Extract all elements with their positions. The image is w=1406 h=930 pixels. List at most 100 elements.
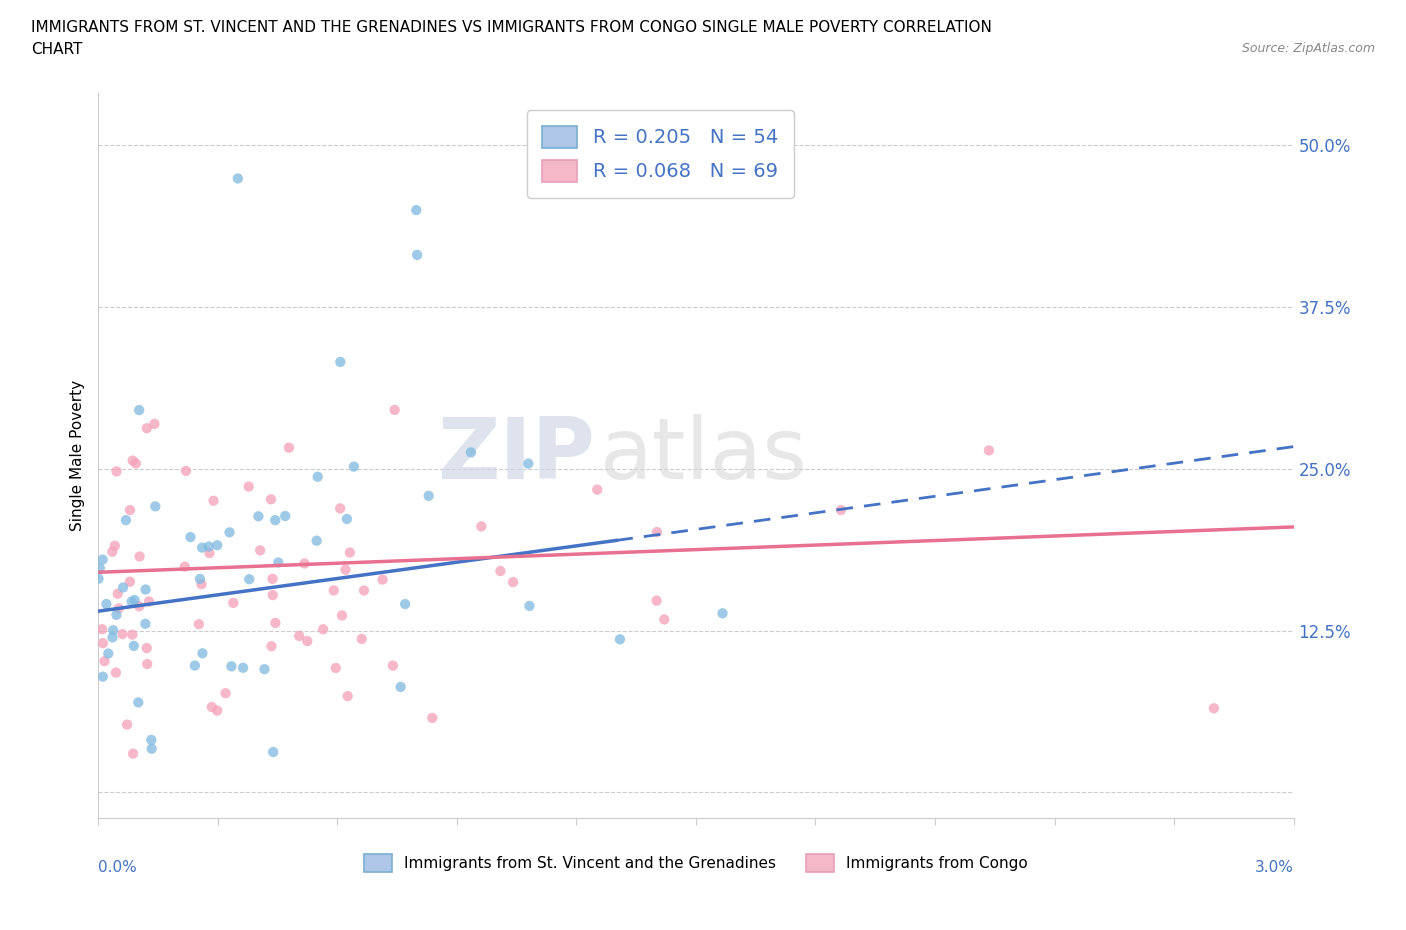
Point <box>128 403 150 418</box>
Text: 3.0%: 3.0% <box>1254 860 1294 875</box>
Point <box>122 638 145 653</box>
Point <box>274 509 297 524</box>
Point <box>91 636 114 651</box>
Point <box>127 695 149 710</box>
Point <box>260 639 283 654</box>
Point <box>645 593 668 608</box>
Point <box>143 417 166 432</box>
Point <box>141 741 163 756</box>
Point <box>97 646 120 661</box>
Point <box>135 582 157 597</box>
Point <box>143 498 166 513</box>
Point <box>214 685 236 700</box>
Point <box>135 420 157 435</box>
Text: 0.0%: 0.0% <box>98 860 138 875</box>
Point <box>128 549 150 564</box>
Point <box>179 530 201 545</box>
Point <box>652 612 675 627</box>
Point <box>305 533 328 548</box>
Point <box>394 597 416 612</box>
Point <box>226 171 249 186</box>
Point <box>1202 701 1225 716</box>
Point <box>830 502 852 517</box>
Text: IMMIGRANTS FROM ST. VINCENT AND THE GRENADINES VS IMMIGRANTS FROM CONGO SINGLE M: IMMIGRANTS FROM ST. VINCENT AND THE GREN… <box>31 20 991 35</box>
Point <box>260 492 283 507</box>
Point <box>711 605 734 620</box>
Point <box>406 247 429 262</box>
Point <box>405 203 427 218</box>
Point <box>107 601 129 616</box>
Text: CHART: CHART <box>31 42 83 57</box>
Point <box>249 543 271 558</box>
Point <box>389 680 412 695</box>
Point <box>238 479 260 494</box>
Point <box>121 627 143 642</box>
Point <box>325 660 347 675</box>
Point <box>322 583 344 598</box>
Point <box>460 445 482 459</box>
Point <box>104 538 127 553</box>
Point <box>267 555 290 570</box>
Point <box>232 660 254 675</box>
Point <box>470 519 492 534</box>
Point <box>136 657 159 671</box>
Point <box>222 595 245 610</box>
Point <box>350 631 373 646</box>
Point <box>205 538 228 552</box>
Text: atlas: atlas <box>600 414 808 498</box>
Point <box>336 689 359 704</box>
Point <box>645 525 668 539</box>
Point <box>103 623 125 638</box>
Point <box>112 580 135 595</box>
Point <box>336 512 359 526</box>
Point <box>122 746 145 761</box>
Point <box>202 493 225 508</box>
Point <box>141 733 163 748</box>
Point <box>519 599 541 614</box>
Point <box>262 571 284 586</box>
Point <box>191 645 214 660</box>
Point <box>517 456 540 471</box>
Point <box>125 456 148 471</box>
Point <box>198 546 221 561</box>
Point <box>339 545 361 560</box>
Point <box>218 525 240 539</box>
Point <box>190 577 212 591</box>
Point <box>262 745 284 760</box>
Legend: Immigrants from St. Vincent and the Grenadines, Immigrants from Congo: Immigrants from St. Vincent and the Gren… <box>357 846 1035 880</box>
Point <box>420 711 443 725</box>
Point <box>238 572 260 587</box>
Point <box>128 599 150 614</box>
Point <box>384 403 406 418</box>
Point <box>135 641 157 656</box>
Point <box>134 617 156 631</box>
Point <box>105 464 128 479</box>
Point <box>118 502 141 517</box>
Point <box>101 544 124 559</box>
Point <box>91 552 114 567</box>
Point <box>262 588 284 603</box>
Point <box>297 633 319 648</box>
Point <box>201 699 224 714</box>
Point <box>187 617 209 631</box>
Point <box>138 594 160 609</box>
Point <box>329 501 352 516</box>
Y-axis label: Single Male Poverty: Single Male Poverty <box>69 380 84 531</box>
Point <box>335 563 357 578</box>
Point <box>89 561 111 576</box>
Point <box>609 631 631 646</box>
Point <box>278 440 301 455</box>
Point <box>353 583 375 598</box>
Point <box>105 607 128 622</box>
Point <box>184 658 207 673</box>
Point <box>312 622 335 637</box>
Point <box>87 571 110 586</box>
Point <box>489 564 512 578</box>
Point <box>115 512 138 527</box>
Point <box>115 717 138 732</box>
Point <box>91 670 114 684</box>
Point <box>191 540 214 555</box>
Point <box>247 509 270 524</box>
Point <box>294 556 316 571</box>
Point <box>104 665 127 680</box>
